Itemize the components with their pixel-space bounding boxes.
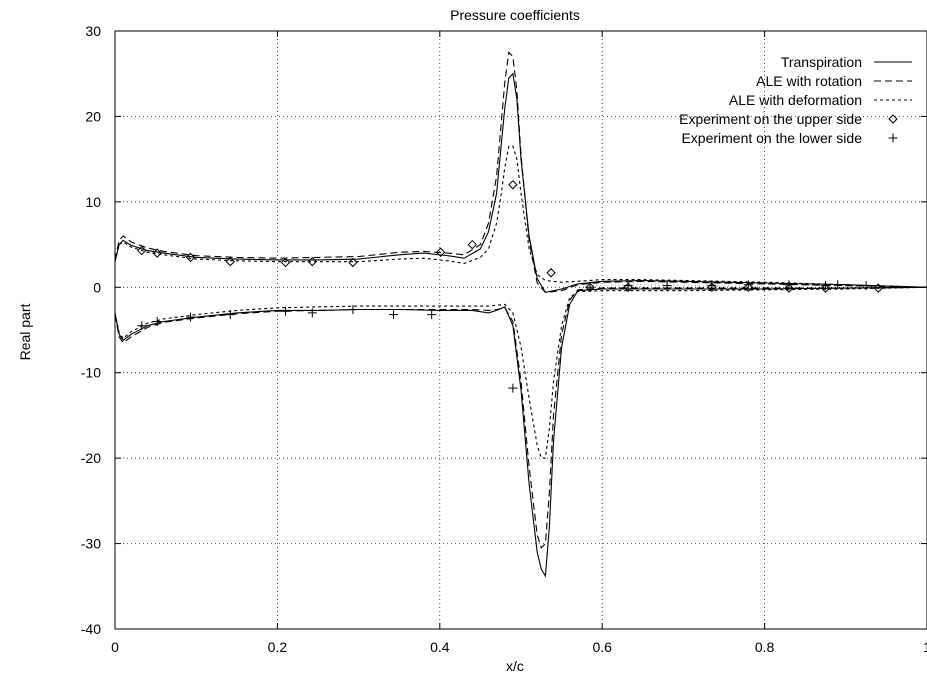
x-tick-label: 0.2 (268, 639, 288, 655)
series-line-0-upper (114, 72, 927, 294)
experiment-point-upper (546, 268, 556, 278)
legend-diamond-sample (888, 114, 898, 124)
x-tick-label: 0.6 (592, 639, 612, 655)
y-tick-label: 30 (85, 23, 101, 39)
legend-label: Transpiration (781, 54, 862, 70)
experiment-point-upper (467, 239, 477, 250)
legend: Transpiration ALE with rotation ALE with d… (679, 54, 912, 146)
y-tick-label: 10 (85, 194, 101, 210)
experiment-point-upper (185, 252, 196, 263)
x-tick-label: 1 (923, 639, 927, 655)
experiment-point-lower (707, 281, 717, 291)
experiment-point-lower (137, 321, 147, 331)
legend-label: Experiment on the upper side (679, 111, 862, 127)
experiment-point-upper (743, 282, 754, 292)
experiment-point-upper (784, 283, 794, 293)
experiment-point-lower (821, 281, 830, 291)
experiment-point-upper (820, 283, 831, 293)
x-tick-label: 0.8 (755, 639, 775, 655)
experiment-point-lower (833, 280, 843, 290)
experiment-point-lower (225, 310, 235, 320)
experiment-point-lower (861, 281, 871, 291)
plot-frame (114, 30, 927, 630)
experiment-point-upper (137, 245, 147, 256)
legend-label: ALE with rotation (756, 73, 862, 89)
experiment-point-lower (508, 383, 518, 393)
experiment-point-lower (784, 280, 794, 290)
chart-title: Pressure coefficients (450, 7, 580, 23)
experiment-point-lower (281, 306, 291, 316)
experiment-point-upper (873, 283, 883, 293)
experiment-point-upper (280, 257, 291, 268)
experiment-point-upper (348, 257, 358, 268)
experiment-point-lower (585, 282, 595, 292)
x-tick-label: 0.4 (430, 639, 450, 655)
axis-ticks: 0 0.2 0.4 0.6 0.8 1 -40 -30 -20 -10 0 10 20 30 (81, 23, 927, 655)
experiment-point-lower (427, 310, 437, 320)
y-tick-label: -20 (81, 450, 101, 466)
x-tick-label: 0 (111, 639, 119, 655)
experiment-point-lower (348, 304, 358, 314)
legend-plus-sample (888, 133, 898, 143)
experiment-point-upper (225, 256, 236, 267)
y-tick-label: -10 (81, 365, 101, 381)
experiment-point-upper (435, 247, 446, 257)
series-line-2-upper (114, 145, 927, 288)
experiment-point-lower (307, 308, 317, 318)
experiment-point-lower (389, 310, 399, 320)
legend-label: ALE with deformation (729, 92, 862, 108)
experiment-markers (137, 180, 883, 393)
experiment-point-upper (152, 248, 162, 258)
experiment-point-lower (152, 316, 162, 326)
y-tick-label: -30 (81, 536, 101, 552)
experiment-point-lower (743, 280, 753, 290)
y-tick-label: 0 (93, 279, 101, 295)
experiment-point-lower (186, 312, 196, 322)
y-tick-label: -40 (81, 621, 101, 637)
legend-label: Experiment on the lower side (681, 130, 862, 146)
experiment-point-upper (508, 180, 518, 190)
experiment-point-lower (623, 281, 633, 291)
y-tick-label: 20 (85, 108, 101, 124)
series-line-1-upper (114, 51, 927, 293)
experiment-point-upper (307, 256, 318, 267)
y-axis-label: Real part (17, 303, 33, 360)
x-axis-label: x/c (506, 658, 524, 674)
experiment-point-lower (662, 281, 672, 291)
